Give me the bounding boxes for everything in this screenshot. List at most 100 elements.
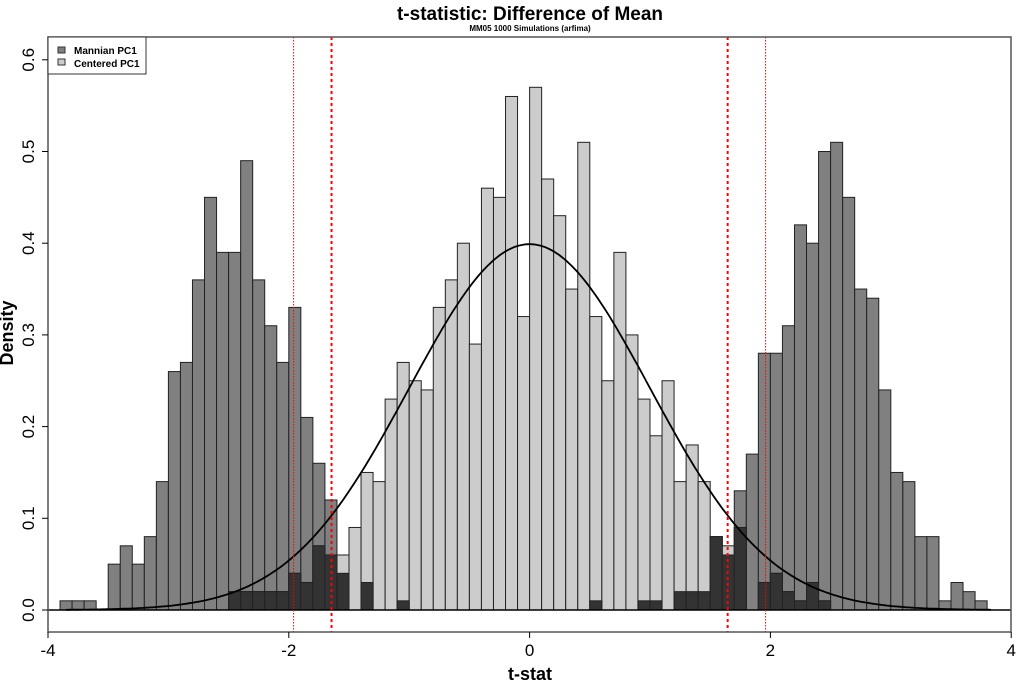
bar-centered <box>420 389 434 611</box>
bar-overlap <box>300 581 314 611</box>
bar-overlap <box>288 572 302 611</box>
y-tick-label: 0.1 <box>19 506 38 530</box>
y-tick-label: 0.6 <box>19 48 38 72</box>
bar-centered <box>517 316 531 611</box>
bar-centered <box>480 187 494 611</box>
bar-overlap <box>276 591 290 611</box>
bar-overlap <box>637 600 651 611</box>
legend-swatch-mannian <box>57 46 66 54</box>
x-tick-label: 4 <box>1006 641 1015 660</box>
bar-overlap <box>360 581 374 611</box>
bar-mannian <box>107 563 121 611</box>
legend-box <box>47 36 147 75</box>
x-tick-label: -2 <box>281 641 296 660</box>
bar-centered <box>505 95 519 611</box>
legend-swatch-centered <box>57 58 66 66</box>
bar-centered <box>649 435 663 611</box>
bar-mannian <box>806 242 820 611</box>
bar-mannian <box>71 600 85 611</box>
chart-title: t-statistic: Difference of Mean <box>397 4 663 25</box>
legend-label-centered: Centered PC1 <box>74 59 140 70</box>
bar-mannian <box>793 224 808 611</box>
bar-overlap <box>589 600 603 611</box>
bar-centered <box>529 86 543 611</box>
bar-centered <box>565 288 579 611</box>
y-tick-label: 0.0 <box>19 598 38 622</box>
bar-centered <box>673 481 687 611</box>
bar-centered <box>601 380 615 611</box>
bar-mannian <box>866 297 880 611</box>
bar-centered <box>456 242 470 611</box>
bar-centered <box>697 481 711 611</box>
x-axis-label: t-stat <box>508 664 552 682</box>
bar-centered <box>541 178 555 611</box>
bar-overlap <box>673 591 687 611</box>
bar-overlap <box>264 591 278 611</box>
bar-overlap <box>228 591 242 611</box>
bar-mannian <box>240 160 254 611</box>
bar-centered <box>553 215 567 611</box>
bar-overlap <box>685 591 699 611</box>
bar-centered <box>384 398 398 611</box>
bar-mannian <box>59 600 73 611</box>
bar-mannian <box>131 563 145 611</box>
bar-overlap <box>396 600 410 611</box>
bar-mannian <box>842 196 856 611</box>
bar-mannian <box>878 389 892 611</box>
lines-layer <box>48 37 1011 632</box>
bar-mannian <box>300 416 314 611</box>
y-axis-label: Density <box>0 300 17 365</box>
bar-overlap <box>240 591 254 611</box>
bar-mannian <box>830 141 844 611</box>
bar-centered <box>468 343 482 611</box>
bar-centered <box>432 306 446 611</box>
bar-overlap <box>697 591 711 611</box>
bar-overlap <box>733 526 747 611</box>
bar-overlap <box>336 572 350 611</box>
bar-mannian <box>854 288 868 611</box>
chart-subtitle: MM05 1000 Simulations (arfima) <box>469 24 591 33</box>
bar-mannian <box>191 279 206 611</box>
bar-centered <box>372 481 386 611</box>
x-tick-label: -4 <box>40 641 55 660</box>
bar-centered <box>577 141 591 611</box>
bar-mannian <box>288 306 302 611</box>
bar-mannian <box>962 591 976 611</box>
bar-mannian <box>757 352 771 611</box>
bar-mannian <box>769 352 783 611</box>
y-tick-label: 0.4 <box>19 231 38 255</box>
bar-centered <box>589 316 603 611</box>
bar-mannian <box>167 371 181 611</box>
bar-overlap <box>818 600 832 611</box>
y-tick-label: 0.5 <box>19 140 38 164</box>
y-axis: 0.0 0.1 0.2 0.3 0.4 0.5 0.6 <box>19 48 48 622</box>
bars-layer <box>59 86 988 611</box>
bar-mannian <box>914 536 928 611</box>
bar-overlap <box>649 600 663 611</box>
bar-centered <box>444 279 458 611</box>
y-tick-label: 0.3 <box>19 323 38 347</box>
bar-overlap <box>769 572 783 611</box>
bar-centered <box>613 251 627 611</box>
bar-mannian <box>143 536 157 611</box>
bar-mannian <box>264 325 278 611</box>
bar-mannian <box>179 361 193 611</box>
bar-mannian <box>252 279 266 611</box>
bar-mannian <box>950 581 964 611</box>
bar-overlap <box>252 591 266 611</box>
bar-mannian <box>204 196 218 611</box>
bar-overlap <box>709 536 723 611</box>
bar-mannian <box>228 251 242 611</box>
x-tick-label: 2 <box>766 641 775 660</box>
bar-mannian <box>902 481 916 611</box>
bar-mannian <box>781 325 795 611</box>
bar-mannian <box>890 471 904 611</box>
bar-mannian <box>745 453 759 611</box>
y-tick-label: 0.2 <box>19 415 38 439</box>
bar-overlap <box>757 581 771 611</box>
x-tick-label: 0 <box>525 641 534 660</box>
bar-centered <box>408 380 422 611</box>
bar-mannian <box>974 600 988 611</box>
